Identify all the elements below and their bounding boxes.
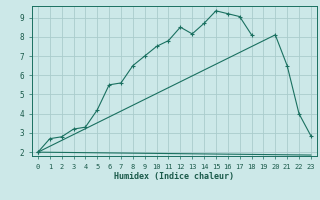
X-axis label: Humidex (Indice chaleur): Humidex (Indice chaleur) (115, 172, 234, 181)
